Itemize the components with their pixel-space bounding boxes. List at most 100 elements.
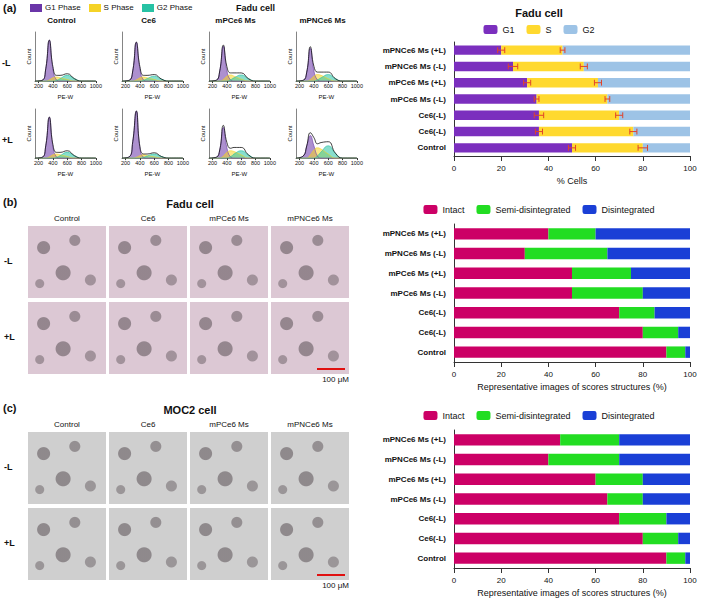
svg-text:Ce6(-L): Ce6(-L) — [418, 127, 446, 136]
svg-text:Disintegrated: Disintegrated — [602, 205, 655, 215]
svg-text:100: 100 — [683, 164, 697, 173]
svg-text:PE-W: PE-W — [58, 94, 74, 100]
svg-text:1000: 1000 — [351, 160, 363, 166]
svg-text:PE-W: PE-W — [232, 94, 248, 100]
svg-text:Disintegrated: Disintegrated — [602, 411, 655, 421]
svg-text:40: 40 — [544, 576, 553, 585]
svg-text:800: 800 — [251, 160, 260, 166]
svg-text:600: 600 — [63, 83, 72, 89]
svg-text:0: 0 — [452, 164, 457, 173]
svg-text:Ce6(-L): Ce6(-L) — [418, 328, 446, 337]
svg-text:800: 800 — [164, 83, 173, 89]
svg-text:200: 200 — [34, 160, 43, 166]
svg-text:60: 60 — [591, 164, 600, 173]
svg-text:400: 400 — [309, 160, 318, 166]
svg-text:Semi-disintegrated: Semi-disintegrated — [495, 205, 570, 215]
svg-text:Fadu cell: Fadu cell — [515, 7, 563, 19]
svg-text:1000: 1000 — [90, 83, 102, 89]
svg-text:800: 800 — [251, 83, 260, 89]
svg-text:400: 400 — [222, 83, 231, 89]
svg-text:600: 600 — [237, 160, 246, 166]
svg-text:800: 800 — [338, 160, 347, 166]
svg-text:40: 40 — [544, 370, 553, 379]
svg-text:% Cells: % Cells — [557, 176, 588, 186]
svg-text:1000: 1000 — [351, 83, 363, 89]
svg-text:mPCe6 Ms (+L): mPCe6 Ms (+L) — [388, 78, 446, 87]
svg-text:mPNCe6 Ms (+L): mPNCe6 Ms (+L) — [383, 46, 447, 55]
svg-text:Control: Control — [418, 143, 446, 152]
svg-text:800: 800 — [338, 83, 347, 89]
svg-text:Count: Count — [26, 48, 32, 64]
svg-text:Representative images of score: Representative images of scores structur… — [477, 382, 667, 392]
svg-text:200: 200 — [121, 83, 130, 89]
svg-text:G1: G1 — [502, 25, 514, 35]
svg-text:1000: 1000 — [90, 160, 102, 166]
svg-text:PE-W: PE-W — [58, 171, 74, 177]
svg-text:80: 80 — [638, 164, 647, 173]
svg-text:200: 200 — [295, 83, 304, 89]
svg-text:100: 100 — [683, 370, 697, 379]
svg-text:100: 100 — [683, 576, 697, 585]
svg-text:PE-W: PE-W — [145, 171, 161, 177]
svg-text:800: 800 — [77, 160, 86, 166]
svg-text:mPCe6 Ms (+L): mPCe6 Ms (+L) — [388, 475, 446, 484]
svg-text:600: 600 — [63, 160, 72, 166]
svg-text:Count: Count — [200, 48, 206, 64]
svg-text:PE-W: PE-W — [319, 94, 335, 100]
svg-text:20: 20 — [497, 370, 506, 379]
svg-text:20: 20 — [497, 164, 506, 173]
svg-text:200: 200 — [208, 160, 217, 166]
svg-text:600: 600 — [324, 83, 333, 89]
svg-text:mPNCe6 Ms (-L): mPNCe6 Ms (-L) — [385, 455, 447, 464]
svg-text:Ce6(-L): Ce6(-L) — [418, 308, 446, 317]
svg-text:1000: 1000 — [264, 83, 276, 89]
svg-text:Ce6(-L): Ce6(-L) — [418, 534, 446, 543]
svg-text:200: 200 — [34, 83, 43, 89]
svg-text:0: 0 — [452, 576, 457, 585]
svg-text:PE-W: PE-W — [319, 171, 335, 177]
svg-text:Intact: Intact — [442, 205, 465, 215]
svg-text:Count: Count — [113, 125, 119, 141]
svg-text:200: 200 — [208, 83, 217, 89]
svg-text:Ce6(-L): Ce6(-L) — [418, 111, 446, 120]
svg-text:PE-W: PE-W — [232, 171, 248, 177]
svg-text:400: 400 — [48, 83, 57, 89]
svg-text:Control: Control — [418, 554, 446, 563]
svg-text:600: 600 — [324, 160, 333, 166]
svg-text:40: 40 — [544, 164, 553, 173]
svg-text:1000: 1000 — [177, 83, 189, 89]
svg-text:mPCe6 Ms (-L): mPCe6 Ms (-L) — [390, 495, 446, 504]
svg-text:mPNCe6 Ms (-L): mPNCe6 Ms (-L) — [385, 62, 447, 71]
svg-text:200: 200 — [121, 160, 130, 166]
svg-text:mPCe6 Ms (-L): mPCe6 Ms (-L) — [390, 95, 446, 104]
svg-text:400: 400 — [135, 83, 144, 89]
svg-text:S: S — [545, 25, 551, 35]
svg-text:mPNCe6 Ms (+L): mPNCe6 Ms (+L) — [383, 229, 447, 238]
svg-text:Count: Count — [287, 48, 293, 64]
svg-text:G2: G2 — [583, 25, 595, 35]
svg-text:1000: 1000 — [264, 160, 276, 166]
svg-text:80: 80 — [638, 576, 647, 585]
svg-text:Semi-disintegrated: Semi-disintegrated — [495, 411, 570, 421]
svg-text:Count: Count — [287, 125, 293, 141]
svg-text:mPCe6 Ms (+L): mPCe6 Ms (+L) — [388, 269, 446, 278]
svg-text:80: 80 — [638, 370, 647, 379]
svg-text:1000: 1000 — [177, 160, 189, 166]
svg-text:mPCe6 Ms (-L): mPCe6 Ms (-L) — [390, 289, 446, 298]
svg-text:600: 600 — [150, 83, 159, 89]
svg-text:Ce6(-L): Ce6(-L) — [418, 514, 446, 523]
svg-text:400: 400 — [222, 160, 231, 166]
svg-text:200: 200 — [295, 160, 304, 166]
svg-text:600: 600 — [237, 83, 246, 89]
svg-text:Representative images of score: Representative images of scores structur… — [477, 588, 667, 598]
svg-text:PE-W: PE-W — [145, 94, 161, 100]
svg-text:Count: Count — [26, 125, 32, 141]
svg-text:Control: Control — [418, 348, 446, 357]
svg-text:mPNCe6 Ms (-L): mPNCe6 Ms (-L) — [385, 249, 447, 258]
svg-text:60: 60 — [591, 576, 600, 585]
svg-text:60: 60 — [591, 370, 600, 379]
svg-text:400: 400 — [48, 160, 57, 166]
svg-text:Count: Count — [200, 125, 206, 141]
svg-text:600: 600 — [150, 160, 159, 166]
svg-text:800: 800 — [164, 160, 173, 166]
